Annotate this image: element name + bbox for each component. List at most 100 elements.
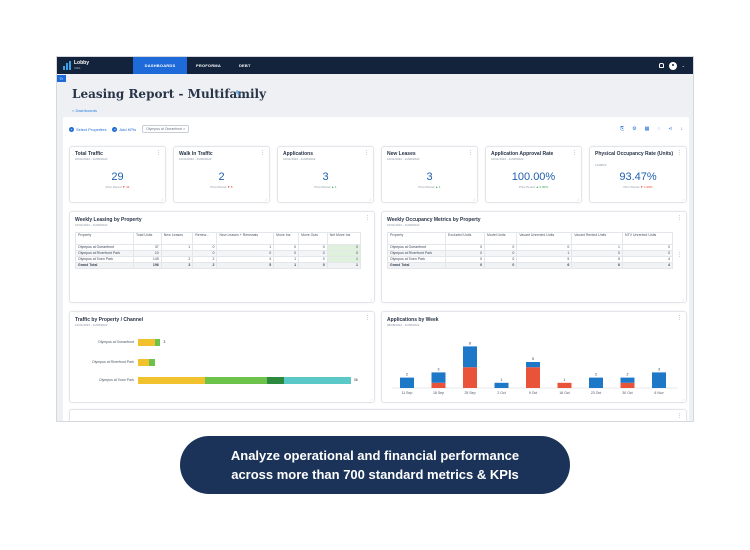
table-cell: 5 [216,262,275,269]
resize-icon[interactable]: ⌟ [265,196,267,201]
calendar-icon[interactable]: ▦ [644,126,650,132]
property-filter-chip[interactable]: Olympus at Oceanfront × [142,125,190,133]
logo[interactable]: Lobby CRE [63,60,127,71]
kpi-card-approval-rate[interactable]: Application Approval Rate 10/31/2022 - 1… [485,146,582,203]
chart-bar-segment[interactable] [431,372,446,383]
more-icon[interactable]: ⋮ [365,215,370,221]
kpi-delta: ▼ 44 [122,185,130,189]
bell-icon[interactable] [658,63,664,68]
column-header[interactable]: Renew... [192,232,218,245]
more-icon[interactable]: ⋮ [364,150,369,156]
chart-bar-segment[interactable] [526,362,540,368]
chart-bar-segment[interactable] [138,377,206,384]
column-header[interactable]: Total Units [133,232,162,245]
weekly-leasing-card: Weekly Leasing by Property 10/31/2022 - … [69,211,375,303]
resize-icon[interactable]: ⌟ [370,296,372,301]
column-header[interactable]: Property [387,232,446,245]
more-icon[interactable]: ⋮ [677,413,682,419]
more-icon[interactable]: ⋮ [468,150,473,156]
kpi-card-walk-in-traffic[interactable]: Walk In Traffic 10/31/2022 - 11/08/2022 … [173,146,270,203]
column-header[interactable]: New Leases + Renewals [216,232,275,245]
chart-bar-segment[interactable] [400,377,414,388]
kpi-card-occupancy-rate[interactable]: Physical Occupancy Rate (Units) 11/08/22… [589,146,687,203]
sidebar-toggle-button[interactable]: ≡› [57,75,66,82]
chart-bar-segment[interactable] [205,377,267,384]
dashboard-toolbar: + Select Properties + Add KPIs Olympus at … [69,125,190,133]
resize-icon[interactable]: ⌟ [369,196,371,201]
share-icon[interactable]: ⋖ [668,126,673,132]
chart-bar-segment[interactable] [494,382,509,388]
more-icon[interactable]: ⋮ [677,150,682,156]
kpi-card-applications[interactable]: Applications 10/31/2022 - 11/08/2022 ⋮ 3… [277,146,374,203]
column-header[interactable]: Move Outs [298,232,328,245]
section-title: Weekly Leasing by Property [75,217,142,223]
column-header[interactable]: NTV Unrented Units [621,232,674,245]
resize-icon[interactable]: ⌟ [682,396,684,401]
chart-bar-segment[interactable] [557,382,572,388]
tab-dashboards[interactable]: DASHBOARDS [133,57,187,74]
chart-bar-segment[interactable] [652,372,666,388]
resize-icon[interactable]: ⌟ [577,196,579,201]
banner-line-1: Analyze operational and financial perfor… [230,448,520,463]
settings-icon[interactable]: ⚙ [632,126,637,132]
next-widget-card: ⋮ [69,409,687,421]
select-properties-button[interactable]: + Select Properties [69,126,106,132]
more-icon[interactable]: ⋮ [572,150,577,156]
export-icon[interactable]: ⎘ [620,126,625,132]
column-header[interactable]: Property [75,232,134,245]
column-header[interactable]: Vacant Unrented Units [516,232,573,245]
kpi-card-total-traffic[interactable]: Total Traffic 10/31/2022 - 11/08/2022 ⋮ … [69,146,166,203]
resize-icon[interactable]: ⌟ [161,196,163,201]
more-icon[interactable]: ⋮ [260,150,265,156]
tab-debt[interactable]: DEBT [238,63,251,68]
column-header[interactable]: Vacant Rented Units [571,232,623,245]
chart-data-label: 3 [438,367,440,371]
chart-tick-label: 16 Oct [559,391,569,395]
chart-bar-segment[interactable] [620,382,635,388]
chart-category-label: Olympus at Oceanfront [98,340,134,344]
chart-bar-segment[interactable] [266,377,284,384]
chart-bar-segment[interactable] [138,359,150,366]
chart-category-label: Olympus at Riverfront Park [91,360,134,364]
more-icon[interactable]: ⋮ [677,315,682,321]
table-row: Olympus at Riverfront Park 0 0 1 0 0 [387,250,674,257]
chart-bar-segment[interactable] [154,339,161,346]
more-icon[interactable]: ⋮ [156,150,161,156]
chart-bar-segment[interactable] [463,367,477,388]
chart-bar-segment[interactable] [149,359,155,366]
chart-bar-segment[interactable] [620,377,635,383]
chart-bar-segment[interactable] [431,382,446,388]
table-cell: Grand Total [75,262,134,269]
edit-icon[interactable]: ✎ [235,89,242,98]
column-header[interactable]: Move Ins [273,232,300,245]
section-date: 08/08/2022 - 11/08/2022 [387,323,420,327]
column-header[interactable]: Excluded Units [444,232,486,245]
tab-proforma[interactable]: PROFORMA [196,63,221,68]
chevron-down-icon[interactable]: ⌄ [681,63,685,68]
more-icon[interactable]: ⋮ [677,215,682,221]
resize-icon[interactable]: ⌟ [370,396,372,401]
chart-bar-segment[interactable] [589,377,603,388]
breadcrumb[interactable]: < Dashboards [72,108,98,113]
more-icon[interactable]: ⋮ [365,315,370,321]
download-icon[interactable]: ↓ [680,126,684,132]
column-header[interactable]: New Leases [160,232,194,245]
resize-icon[interactable]: ⌟ [473,196,475,201]
table-cell: 6 [571,262,623,269]
kpi-card-new-leases[interactable]: New Leases 10/31/2022 - 11/08/2022 ⋮ 3 P… [381,146,478,203]
chart-bar-segment[interactable] [463,346,477,368]
avatar[interactable] [668,61,677,70]
comment-icon[interactable]: ◌ [657,126,661,132]
chart-bar-segment[interactable] [283,377,351,384]
resize-icon[interactable]: ⌟ [682,296,684,301]
add-kpis-button[interactable]: + Add KPIs [112,126,136,132]
resize-icon[interactable]: ⌟ [682,196,684,201]
column-header[interactable]: Model Units [484,232,518,245]
column-header[interactable]: Net Move Ins [326,232,362,245]
chart-bar-segment[interactable] [526,367,540,388]
chart-tick-label: 18 Sep [433,391,444,395]
more-icon[interactable]: ⋮ [677,252,682,258]
kpi-title: Total Traffic [75,151,103,157]
table-cell: 0 [484,262,518,269]
chart-bar-segment[interactable] [138,339,155,346]
